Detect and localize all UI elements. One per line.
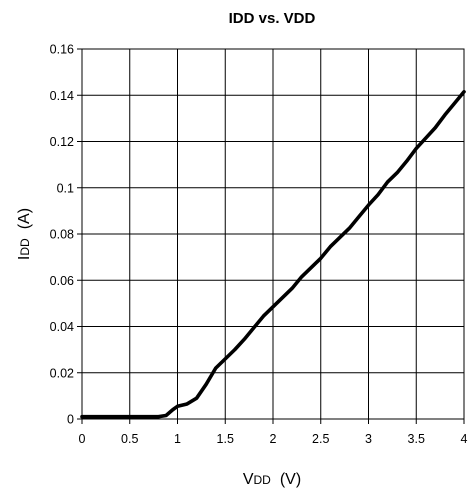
grid [77, 48, 465, 424]
x-axis-label-unit: (V) [280, 471, 301, 488]
x-tick-label: 3.5 [408, 432, 425, 446]
y-tick-labels: 0 0.02 0.04 0.06 0.08 0.1 0.12 0.14 0.16 [50, 43, 74, 427]
x-axis-label-main: V [243, 471, 254, 488]
y-tick-label: 0.14 [50, 89, 74, 103]
x-tick-label: 2.5 [312, 432, 329, 446]
y-tick-label: 0.08 [50, 228, 74, 242]
x-tick-label: 2 [270, 432, 277, 446]
y-axis-label-unit: (A) [16, 208, 33, 229]
x-tick-label: 0.5 [121, 432, 138, 446]
y-tick-label: 0.1 [57, 181, 74, 195]
x-axis-label: VDD (V) [243, 471, 301, 488]
y-axis-label-sub: DD [18, 238, 32, 256]
x-axis-label-sub: DD [254, 473, 272, 487]
plot-frame [81, 48, 465, 420]
y-tick-label: 0.12 [50, 135, 74, 149]
y-tick-label: 0.04 [50, 320, 74, 334]
chart-title: IDD vs. VDD [229, 10, 316, 27]
y-axis-label: IDD (A) [16, 208, 33, 260]
x-tick-label: 3 [365, 432, 372, 446]
y-tick-label: 0.02 [50, 366, 74, 380]
x-tick-labels: 0 0.5 1 1.5 2 2.5 3 3.5 4 [79, 432, 468, 446]
x-tick-label: 4 [461, 432, 468, 446]
x-tick-label: 0 [79, 432, 86, 446]
x-tick-label: 1 [174, 432, 181, 446]
x-tick-label: 1.5 [217, 432, 234, 446]
y-tick-label: 0 [67, 413, 74, 427]
y-tick-label: 0.16 [50, 43, 74, 57]
series-line [80, 89, 466, 419]
y-axis-label-main: I [16, 256, 33, 260]
y-tick-label: 0.06 [50, 274, 74, 288]
